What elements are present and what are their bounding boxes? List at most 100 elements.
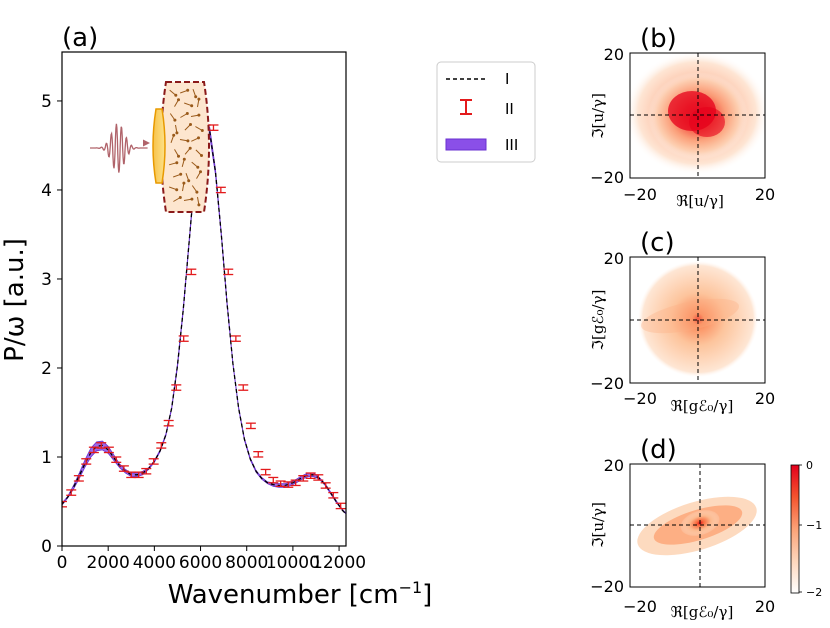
legend-label-I: I <box>505 70 509 88</box>
legend-box <box>436 61 536 163</box>
plot-frame-d <box>629 463 766 588</box>
errorbar-point <box>103 446 114 454</box>
errorbar-point <box>320 482 331 489</box>
wave-packet-icon <box>90 123 148 173</box>
y-tick-label: 2 <box>41 359 52 379</box>
errorbar-point <box>328 491 339 499</box>
errorbar-point <box>313 474 324 481</box>
errorbar-point <box>335 502 346 510</box>
y-tick-label: 0 <box>41 537 52 557</box>
ytick-bottom-d: −20 <box>590 577 624 596</box>
panel-c: (c) 20 −20 −20 20 ℜ[gℰ₀/γ] ℑ[gℰ₀/γ] <box>589 228 775 415</box>
errorbar-point <box>81 458 92 465</box>
x-tick-label: 0 <box>57 553 68 573</box>
errorbar-point <box>148 458 159 465</box>
dipole-arrow-icon <box>184 102 194 108</box>
errorbar-point <box>275 480 286 488</box>
errorbar-point <box>208 124 219 131</box>
dipole-arrow-icon <box>173 196 182 202</box>
errorbar-point <box>163 419 174 427</box>
dipole-arrow-icon <box>184 146 192 155</box>
dipole-arrow-icon <box>169 89 178 97</box>
dipole-arrow-icon <box>181 157 186 168</box>
ytick-top-b: 20 <box>604 45 624 64</box>
y-tick-label: 4 <box>41 181 52 201</box>
xtick-left-b: −20 <box>623 185 657 204</box>
molecular-layer <box>160 81 210 213</box>
errorbar-point <box>96 442 107 449</box>
dipole-arrow-icon <box>185 173 191 183</box>
density-disk-c <box>638 261 758 377</box>
errorbar-point <box>66 489 77 496</box>
panel-d: (d) 20 −20 −20 20 ℜ[gℰ₀/γ] ℑ[u/γ] <box>589 435 775 621</box>
y-tick-label: 1 <box>41 448 52 468</box>
x-tick-label: 10000 <box>266 553 320 573</box>
dipole-arrow-icon <box>173 172 183 178</box>
dipole-arrow-icon <box>169 186 179 192</box>
legend-swatch-II <box>460 99 472 115</box>
xtick-right-b: 20 <box>755 185 775 204</box>
dipole-arrow-icon <box>191 136 200 142</box>
errorbar-point <box>230 335 241 342</box>
dipole-arrow-icon <box>170 133 176 143</box>
y-ticks-a: 0 1 2 3 4 5 <box>41 92 62 557</box>
errorbar-point <box>245 422 256 430</box>
cavity-illustration <box>90 81 210 213</box>
colorbar-label-0: 0 <box>806 459 813 472</box>
errorbar-point <box>283 481 294 488</box>
errorbar-point <box>268 476 279 484</box>
dipole-arrow-icon <box>174 149 180 158</box>
errorbar-point <box>223 268 234 276</box>
dipole-arrow-icon <box>175 124 179 135</box>
legend-label-III: III <box>505 136 518 154</box>
dipole-arrow-icon <box>184 123 192 131</box>
errorbar-point <box>253 451 264 458</box>
errorbar-point <box>156 442 167 449</box>
mirror-lens <box>152 108 166 184</box>
dipole-arrow-icon <box>197 196 201 207</box>
dipole-arrow-icon <box>190 113 201 117</box>
ytick-bottom-b: −20 <box>590 168 624 187</box>
ytick-top-d: 20 <box>604 456 624 475</box>
panel-b: (b) 20 −20 −20 20 ℜ[u/γ] ℑ[u/γ] <box>589 24 775 210</box>
y-tick-label: 3 <box>41 270 52 290</box>
x-axis-title-a: Wavenumber [cm−1] <box>168 578 433 610</box>
errorbar-point <box>238 384 249 391</box>
errorbar-point <box>118 465 129 472</box>
x-tick-label: 12000 <box>312 553 366 573</box>
dipole-arrow-icon <box>169 113 177 122</box>
dipole-arrow-icon <box>180 88 190 94</box>
x-tick-label: 8000 <box>225 553 268 573</box>
errorbar-point <box>178 335 189 342</box>
plot-frame-b <box>629 52 766 179</box>
wave-arrow-icon <box>143 139 150 147</box>
xtick-right-c: 20 <box>755 389 775 408</box>
dipole-arrow-icon <box>174 98 180 107</box>
errorbar-point <box>215 186 226 194</box>
errorbar-point <box>62 500 67 508</box>
y-axis-title-b: ℑ[u/γ] <box>589 93 607 139</box>
dipole-arrow-icon <box>195 149 203 157</box>
panel-label-d: (d) <box>640 435 677 465</box>
xtick-left-c: −20 <box>623 389 657 408</box>
dipole-arrow-icon <box>180 112 189 118</box>
y-axis-title-a: P/ω [a.u.] <box>0 238 30 362</box>
xtick-left-d: −20 <box>623 597 657 616</box>
errorbar-point <box>141 467 152 475</box>
x-tick-label: 2000 <box>87 553 130 573</box>
x-tick-label: 6000 <box>179 553 222 573</box>
plot-frame-c <box>629 256 766 384</box>
y-axis-title-d: ℑ[u/γ] <box>589 502 607 548</box>
xtick-right-d: 20 <box>755 597 775 616</box>
errorbar-point <box>290 479 301 487</box>
ytick-top-c: 20 <box>604 249 624 268</box>
dipole-arrow-icon <box>179 139 190 143</box>
colorbar-gradient <box>790 464 800 594</box>
ytick-bottom-c: −20 <box>590 374 624 393</box>
dipole-arrow-icon <box>191 161 200 169</box>
y-tick-label: 5 <box>41 92 52 112</box>
density-band-c <box>641 298 739 334</box>
panel-label-a: (a) <box>62 23 98 53</box>
legend-label-II: II <box>505 100 514 118</box>
